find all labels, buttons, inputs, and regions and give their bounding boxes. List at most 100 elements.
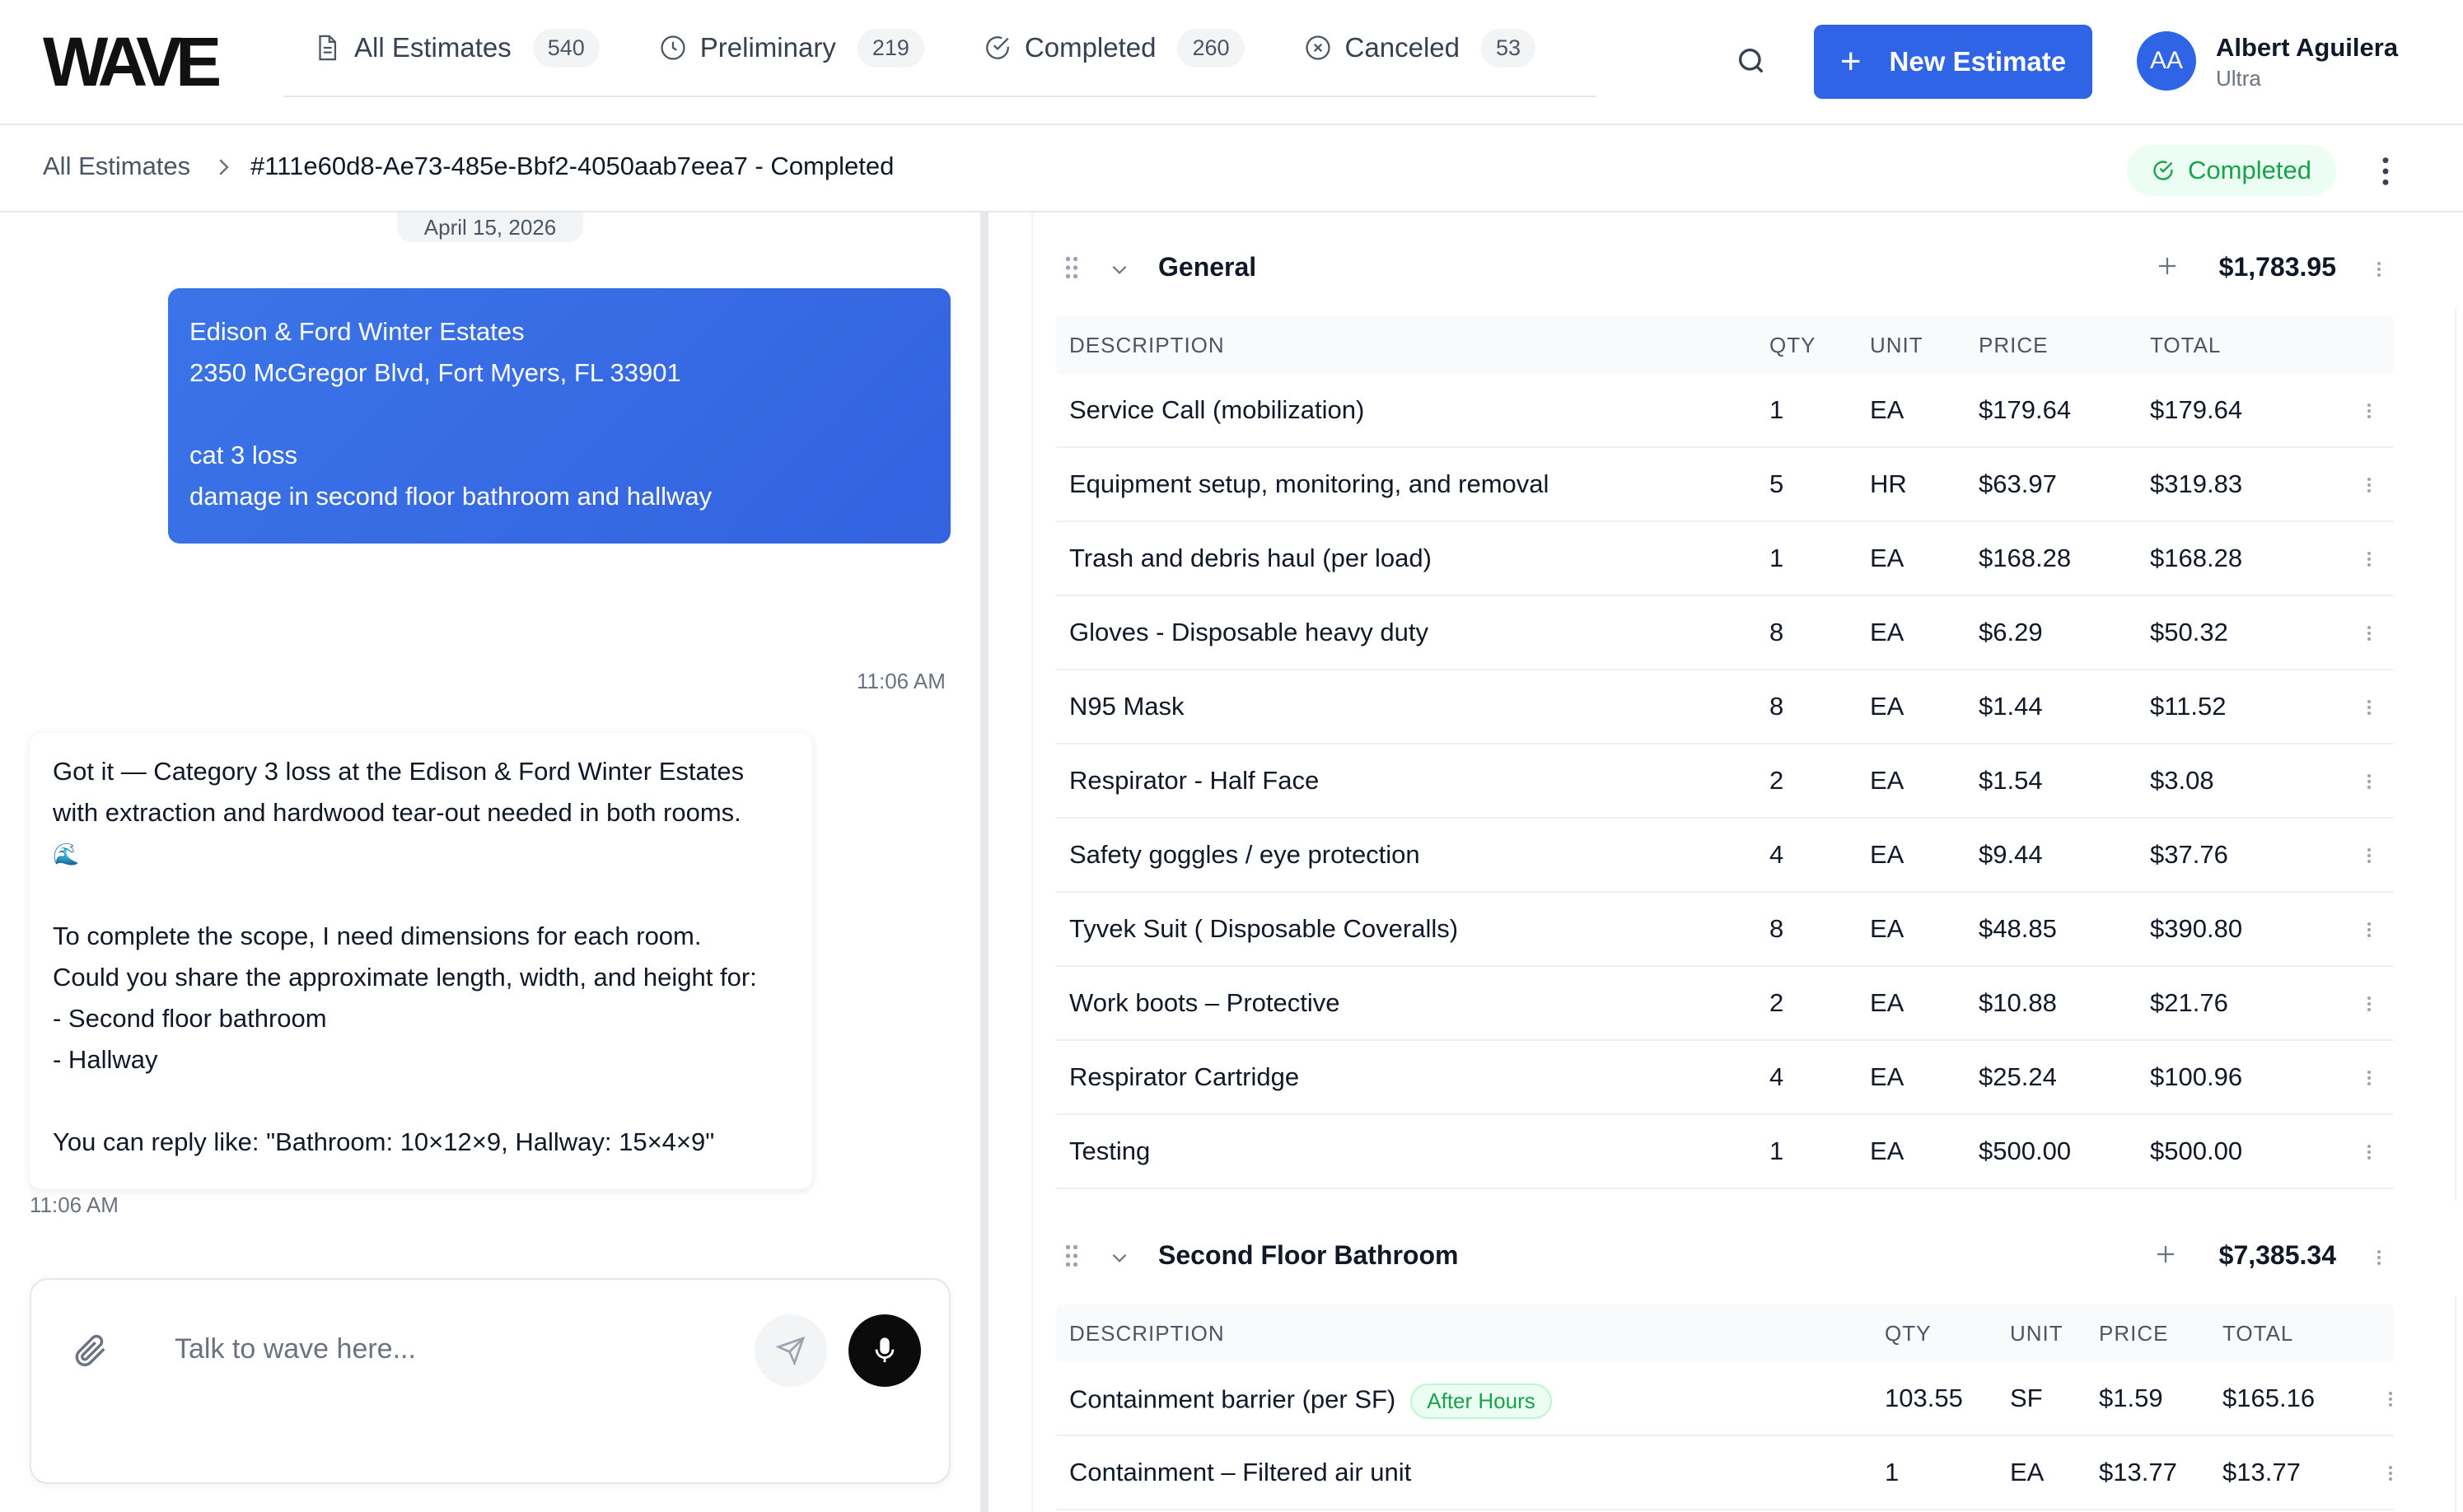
send-button[interactable]: [755, 1314, 827, 1387]
table-row[interactable]: Respirator - Half Face 2 EA $1.54 $3.08: [1056, 744, 2394, 819]
add-item-icon[interactable]: [2155, 254, 2180, 278]
cell-qty-text: 4: [1769, 1062, 1784, 1091]
tab-count-badge: 540: [532, 28, 600, 68]
more-vertical-icon[interactable]: [2374, 1245, 2384, 1270]
breadcrumb-root-link[interactable]: All Estimates: [43, 152, 191, 180]
cell-qty: 5: [1769, 469, 1783, 499]
cell-total: $37.76: [2150, 840, 2228, 870]
tab-count-badge: 219: [857, 28, 924, 68]
cell-description-text: Respirator - Half Face: [1069, 766, 1320, 795]
cell-qty: 4: [1769, 1062, 1783, 1092]
row-more-icon[interactable]: [2386, 1387, 2395, 1412]
table-row[interactable]: Respirator Cartridge 4 EA $25.24 $100.96: [1056, 1041, 2394, 1115]
cell-unit: HR: [1870, 469, 1907, 499]
table-row[interactable]: Safety goggles / eye protection 4 EA $9.44 $…: [1056, 819, 2394, 893]
cell-description-text: N95 Mask: [1069, 692, 1185, 721]
status-label: Completed: [2188, 156, 2311, 184]
search-icon[interactable]: [1735, 44, 1768, 77]
cell-total-text: $165.16: [2222, 1384, 2316, 1412]
row-more-icon[interactable]: [2364, 1066, 2374, 1090]
chevron-right-icon: [219, 159, 229, 175]
cell-description: Respirator Cartridge: [1069, 1062, 1299, 1092]
wave-logo[interactable]: WAVE: [43, 30, 226, 94]
cell-description-text: Equipment setup, monitoring, and removal: [1069, 469, 1549, 498]
cell-unit-text: EA: [1870, 766, 1905, 795]
cell-total: $179.64: [2150, 395, 2242, 425]
drag-handle-icon[interactable]: [1064, 255, 1079, 280]
cell-total: $168.28: [2150, 544, 2242, 573]
tab-preliminary[interactable]: Preliminary 219: [629, 0, 954, 96]
tab-completed[interactable]: Completed 260: [954, 0, 1274, 96]
row-more-icon[interactable]: [2364, 547, 2374, 572]
cell-total: $13.77: [2222, 1458, 2301, 1487]
cell-description-text: Service Call (mobilization): [1069, 395, 1365, 424]
clock-icon: [661, 35, 685, 60]
cell-unit-text: EA: [1870, 395, 1905, 424]
table-row[interactable]: Tyvek Suit ( Disposable Coveralls) 8 EA $48…: [1056, 893, 2394, 967]
microphone-button[interactable]: [848, 1314, 921, 1387]
row-more-icon[interactable]: [2364, 399, 2374, 423]
row-more-icon[interactable]: [2364, 1140, 2374, 1164]
row-more-icon[interactable]: [2364, 473, 2374, 497]
message-timestamp: 11:06 AM: [857, 669, 946, 693]
row-more-icon[interactable]: [2364, 621, 2374, 646]
new-estimate-button[interactable]: + New Estimate: [1814, 25, 2092, 99]
more-vertical-icon[interactable]: [2374, 155, 2397, 188]
section-total: $1,783.95: [2218, 252, 2336, 282]
section-title: General: [1158, 252, 1257, 282]
cell-unit-text: EA: [1870, 988, 1905, 1017]
table-row[interactable]: Work boots – Protective 2 EA $10.88 $21.76: [1056, 967, 2394, 1041]
column-header-description: DESCRIPTION: [1069, 333, 1225, 357]
chevron-down-icon[interactable]: [1109, 1247, 1130, 1268]
cell-price-text: $1.54: [1979, 766, 2043, 795]
assistant-message-line: Could you share the approximate length, …: [53, 963, 757, 992]
cell-unit: EA: [1870, 914, 1904, 944]
chat-input[interactable]: [175, 1323, 751, 1375]
cell-qty: 1: [1769, 395, 1783, 425]
cell-qty: 4: [1769, 840, 1783, 870]
table-row[interactable]: Gloves - Disposable heavy duty 8 EA $6.29 $5…: [1056, 596, 2394, 670]
section-title: Second Floor Bathroom: [1158, 1240, 1459, 1270]
add-item-icon[interactable]: [2153, 1242, 2178, 1267]
table-row[interactable]: Equipment setup, monitoring, and removal…: [1056, 448, 2394, 522]
cell-unit-text: EA: [1870, 618, 1905, 646]
column-header-total: TOTAL: [2222, 1321, 2294, 1346]
row-more-icon[interactable]: [2364, 695, 2374, 720]
cell-unit-text: HR: [1870, 469, 1907, 498]
cell-total-text: $3.08: [2150, 766, 2214, 795]
cell-total: $165.16: [2222, 1384, 2315, 1413]
cell-unit-text: EA: [1870, 1062, 1905, 1091]
row-more-icon[interactable]: [2364, 992, 2374, 1016]
user-name: Albert Aguilera: [2216, 33, 2399, 62]
table-row[interactable]: Containment barrier (per SF) After Hours 1…: [1056, 1362, 2394, 1436]
section-header-general: General $1,783.95: [1033, 212, 2458, 308]
check-circle-icon: [986, 36, 1009, 59]
row-more-icon[interactable]: [2386, 1461, 2395, 1486]
cell-qty: 2: [1769, 988, 1783, 1018]
cell-qty-text: 8: [1769, 618, 1784, 646]
table-row[interactable]: N95 Mask 8 EA $1.44 $11.52: [1056, 670, 2394, 744]
cell-qty-text: 8: [1769, 692, 1784, 721]
drag-handle-icon[interactable]: [1064, 1244, 1079, 1268]
tab-canceled[interactable]: Canceled 53: [1274, 0, 1565, 96]
cell-total-text: $100.96: [2150, 1062, 2243, 1091]
paperclip-icon[interactable]: [71, 1331, 109, 1369]
cell-unit: EA: [1870, 988, 1904, 1018]
chevron-down-icon[interactable]: [1109, 259, 1130, 280]
table-row[interactable]: Trash and debris haul (per load) 1 EA $168.…: [1056, 522, 2394, 596]
row-more-icon[interactable]: [2364, 917, 2374, 942]
panel-resize-handle[interactable]: [980, 212, 988, 1512]
cell-unit: EA: [1870, 840, 1904, 870]
status-badge[interactable]: Completed: [2127, 145, 2336, 196]
avatar[interactable]: AA: [2137, 31, 2196, 91]
estimate-sections: General $1,783.95 DESCRIPTION QTY UNIT P…: [1031, 212, 2458, 1512]
row-more-icon[interactable]: [2364, 769, 2374, 794]
table-row[interactable]: Testing 1 EA $500.00 $500.00: [1056, 1115, 2394, 1189]
table-row[interactable]: Service Call (mobilization) 1 EA $179.64 $17…: [1056, 374, 2394, 448]
more-vertical-icon[interactable]: [2374, 257, 2384, 282]
row-more-icon[interactable]: [2364, 843, 2374, 868]
table-row[interactable]: Containment – Filtered air unit 1 EA $13.77…: [1056, 1436, 2394, 1510]
cell-qty: 2: [1769, 766, 1783, 796]
tab-all-estimates[interactable]: All Estimates 540: [283, 0, 629, 96]
cell-price-text: $6.29: [1979, 618, 2043, 646]
